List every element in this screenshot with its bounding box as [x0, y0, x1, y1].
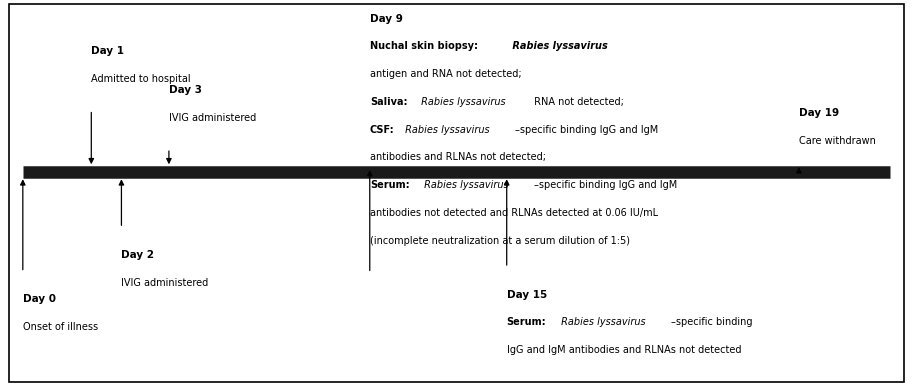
Text: IgG and IgM antibodies and RLNAs not detected: IgG and IgM antibodies and RLNAs not det…: [507, 345, 741, 355]
Text: Day 1: Day 1: [91, 46, 124, 56]
Text: Rabies lyssavirus: Rabies lyssavirus: [402, 125, 489, 135]
Text: Day 2: Day 2: [121, 250, 154, 260]
Text: Rabies lyssavirus: Rabies lyssavirus: [558, 317, 645, 327]
Text: RNA not detected;: RNA not detected;: [531, 97, 624, 107]
Text: –specific binding IgG and IgM: –specific binding IgG and IgM: [515, 125, 658, 135]
Text: antibodies not detected and RLNAs detected at 0.06 IU/mL: antibodies not detected and RLNAs detect…: [370, 208, 658, 218]
Text: Serum:: Serum:: [507, 317, 546, 327]
Text: antibodies and RLNAs not detected;: antibodies and RLNAs not detected;: [370, 152, 546, 163]
Text: Day 19: Day 19: [799, 108, 839, 118]
Text: antigen and RNA not detected;: antigen and RNA not detected;: [370, 69, 521, 79]
Text: Serum:: Serum:: [370, 180, 409, 190]
Text: Care withdrawn: Care withdrawn: [799, 136, 876, 146]
Text: CSF:: CSF:: [370, 125, 394, 135]
Text: –specific binding: –specific binding: [671, 317, 752, 327]
Text: Day 15: Day 15: [507, 290, 547, 300]
Text: Day 3: Day 3: [169, 85, 202, 95]
Text: Day 0: Day 0: [23, 294, 56, 304]
Text: Rabies lyssavirus: Rabies lyssavirus: [509, 41, 608, 51]
Text: Rabies lyssavirus: Rabies lyssavirus: [418, 97, 506, 107]
Text: Rabies lyssavirus: Rabies lyssavirus: [421, 180, 509, 190]
Text: IVIG administered: IVIG administered: [121, 278, 209, 288]
Text: Nuchal skin biopsy:: Nuchal skin biopsy:: [370, 41, 477, 51]
Text: –specific binding IgG and IgM: –specific binding IgG and IgM: [534, 180, 677, 190]
Text: Saliva:: Saliva:: [370, 97, 407, 107]
Text: (incomplete neutralization at a serum dilution of 1:5): (incomplete neutralization at a serum di…: [370, 236, 630, 246]
Text: Onset of illness: Onset of illness: [23, 322, 98, 332]
Text: Admitted to hospital: Admitted to hospital: [91, 74, 191, 84]
Text: Day 9: Day 9: [370, 14, 403, 24]
Text: IVIG administered: IVIG administered: [169, 113, 257, 123]
